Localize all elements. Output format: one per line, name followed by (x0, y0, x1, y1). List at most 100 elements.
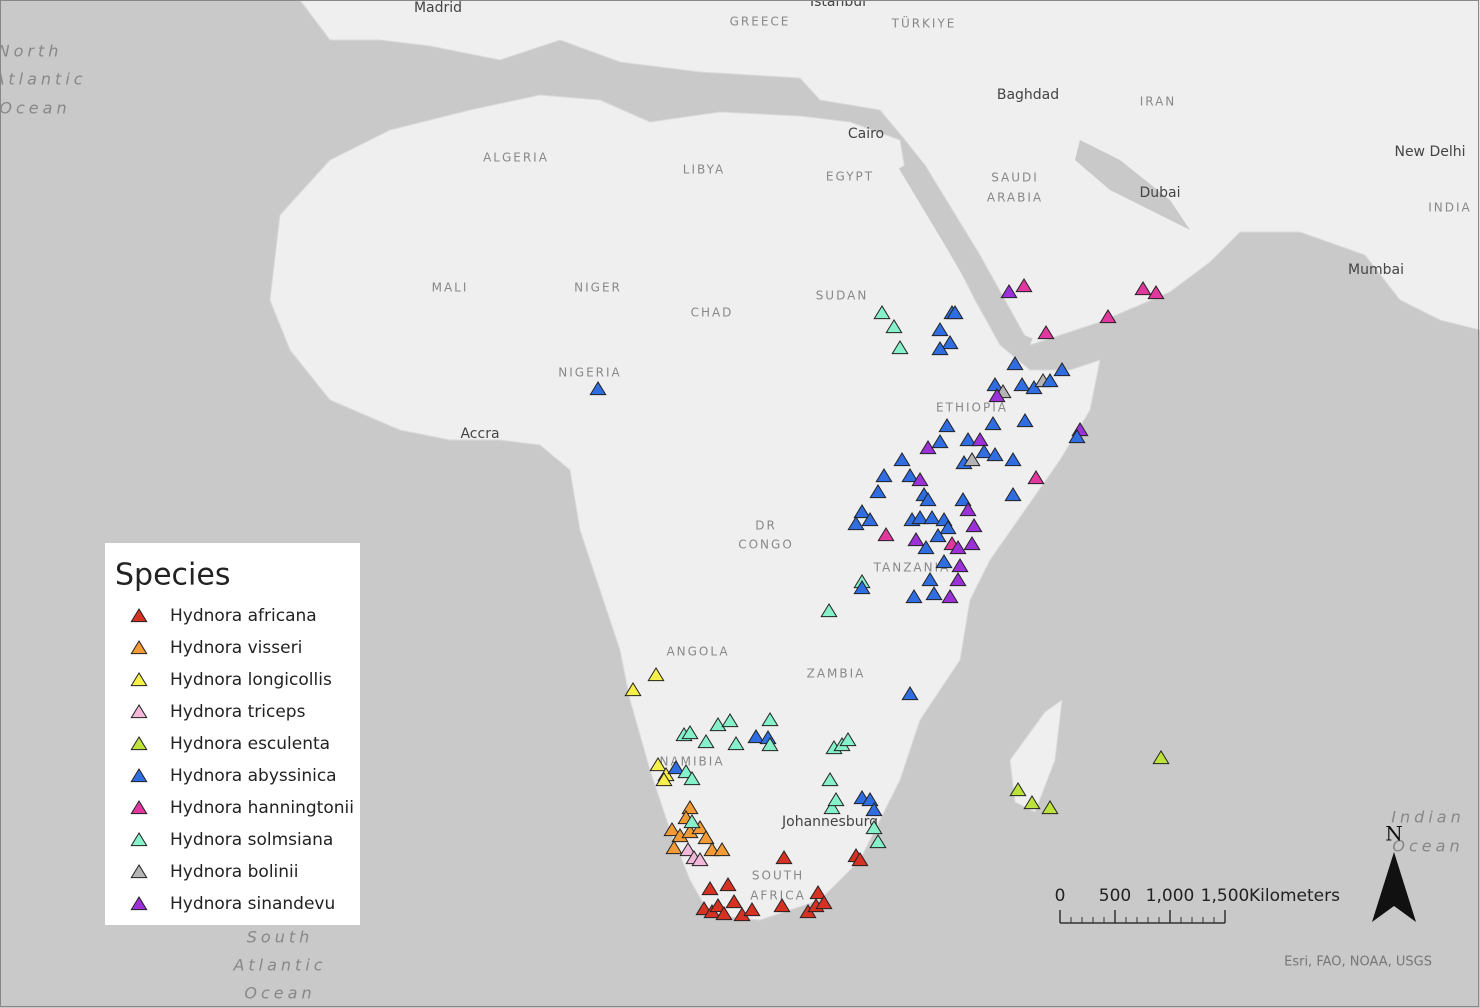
place-label: Accra (460, 426, 499, 442)
occurrence-marker (761, 737, 779, 752)
place-label: North (0, 42, 62, 61)
occurrence-marker (984, 416, 1002, 431)
place-label: Johannesburg (781, 814, 878, 830)
place-label: Atlantic (232, 956, 326, 975)
occurrence-marker (929, 528, 947, 543)
occurrence-marker (986, 447, 1004, 462)
legend-label: Hydnora africana (170, 606, 317, 626)
occurrence-marker (1025, 380, 1043, 395)
place-label: ETHIOPIA (936, 401, 1008, 415)
occurrence-marker (949, 572, 967, 587)
occurrence-marker (963, 452, 981, 467)
occurrence-marker (775, 850, 793, 865)
occurrence-marker (919, 440, 937, 455)
occurrence-marker (951, 558, 969, 573)
legend-label: Hydnora bolinii (170, 862, 298, 882)
eurasia-land (299, 0, 1480, 346)
legend-label: Hydnora abyssinica (170, 766, 337, 786)
place-label: Ocean (1392, 837, 1463, 856)
place-label: INDIA (1428, 201, 1472, 215)
place-label: CONGO (738, 538, 794, 552)
occurrence-marker (935, 554, 953, 569)
occurrence-marker (1152, 750, 1170, 765)
place-label: South (247, 928, 314, 947)
place-label: AFRICA (750, 889, 806, 903)
scale-label: 1,500 (1201, 886, 1250, 906)
occurrence-marker (727, 736, 745, 751)
legend-symbol (130, 736, 148, 751)
place-label: GREECE (730, 15, 791, 29)
occurrence-marker (861, 512, 879, 527)
occurrence-marker (1041, 373, 1059, 388)
occurrence-marker (869, 484, 887, 499)
occurrence-marker (725, 894, 743, 909)
occurrence-marker (1013, 377, 1031, 392)
occurrence-marker (941, 589, 959, 604)
occurrence-marker (923, 510, 941, 525)
occurrence-marker (931, 434, 949, 449)
occurrence-marker (1004, 487, 1022, 502)
occurrence-marker (1015, 278, 1033, 293)
scale-bar: 0 500 1,000 1,500 Kilometers (1055, 886, 1340, 924)
occurrence-marker (663, 822, 681, 837)
occurrence-marker (697, 830, 715, 845)
occurrence-marker (907, 532, 925, 547)
occurrence-marker (681, 725, 699, 740)
scale-unit: Kilometers (1249, 886, 1340, 906)
occurrence-marker (823, 800, 841, 815)
occurrence-marker (815, 895, 833, 910)
occurrence-marker (1147, 285, 1165, 300)
legend-symbol (130, 672, 148, 687)
occurrence-marker (647, 667, 665, 682)
occurrence-marker (649, 757, 667, 772)
occurrence-marker (939, 520, 957, 535)
occurrence-marker (667, 760, 685, 775)
legend-symbol (130, 864, 148, 879)
occurrence-marker (865, 820, 883, 835)
occurrence-marker (1027, 470, 1045, 485)
legend-symbol (130, 832, 148, 847)
occurrence-marker (821, 772, 839, 787)
occurrence-marker (1000, 284, 1018, 299)
occurrence-marker (959, 502, 977, 517)
occurrence-marker (873, 305, 891, 320)
place-label: Dubai (1139, 185, 1180, 201)
legend-box (105, 543, 360, 925)
occurrence-marker (701, 881, 719, 896)
persian-gulf (1075, 140, 1190, 230)
occurrence-marker (869, 834, 887, 849)
place-label: NIGER (574, 281, 622, 295)
occurrence-marker (715, 906, 733, 921)
occurrence-marker (931, 322, 949, 337)
legend-label: Hydnora sinandevu (170, 894, 335, 914)
legend-label: Hydnora longicollis (170, 670, 332, 690)
occurrence-marker (931, 341, 949, 356)
occurrence-marker (901, 686, 919, 701)
scale-label: 0 (1055, 886, 1066, 906)
attribution: Esri, FAO, NOAA, USGS (1284, 955, 1432, 970)
occurrence-marker (761, 712, 779, 727)
legend-symbol (130, 704, 148, 719)
place-label: Istanbul (810, 0, 866, 10)
place-label: ALGERIA (483, 151, 549, 165)
occurrence-marker (949, 540, 967, 555)
occurrence-marker (988, 388, 1006, 403)
occurrence-marker (655, 772, 673, 787)
place-label: DR (755, 519, 777, 533)
red-sea (898, 161, 1033, 352)
occurrence-marker (975, 444, 993, 459)
occurrence-marker (709, 898, 727, 913)
place-label: TÜRKIYE (891, 15, 957, 31)
place-label: MALI (432, 281, 469, 295)
occurrence-marker (965, 518, 983, 533)
occurrence-marker (847, 516, 865, 531)
occurrence-marker (971, 432, 989, 447)
legend-label: Hydnora solmsiana (170, 830, 333, 850)
occurrence-marker (925, 586, 943, 601)
occurrence-marker (865, 802, 883, 817)
occurrence-marker (853, 580, 871, 595)
occurrence-marker (683, 771, 701, 786)
occurrence-marker (963, 536, 981, 551)
occurrence-marker (773, 898, 791, 913)
occurrence-marker (839, 732, 857, 747)
